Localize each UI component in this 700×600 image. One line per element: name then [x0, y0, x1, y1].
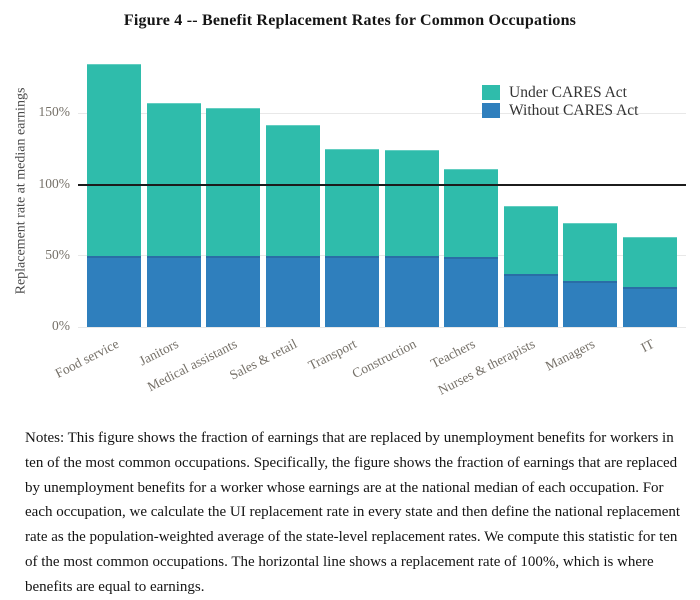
legend-swatch-under-cares: [482, 85, 500, 100]
y-tick-label-100: 100%: [38, 175, 71, 191]
chart-area: Replacement rate at median earnings Food…: [13, 55, 686, 398]
bar-transport: [325, 55, 379, 327]
segment-without-cares: [146, 255, 201, 327]
x-tick-label-sales-retail: Sales & retail: [227, 336, 300, 383]
plot-area: Food service Janitors Medical assistants Sa…: [52, 55, 686, 398]
legend-swatch-without-cares: [482, 103, 500, 118]
segment-without-cares: [206, 255, 260, 327]
bar-medical-assistants: [206, 55, 260, 327]
segment-without-cares: [384, 255, 439, 327]
x-axis: Food service Janitors Medical assistants Sa…: [52, 327, 686, 437]
bar-managers: [563, 55, 617, 327]
legend-label-under-cares: Under CARES Act: [509, 84, 627, 101]
segment-without-cares: [563, 281, 617, 327]
bar-it: [622, 55, 677, 327]
x-tick-label-construction: Construction: [349, 336, 419, 382]
segment-without-cares: [87, 255, 141, 327]
gridline-150: [78, 112, 686, 114]
segment-without-cares: [503, 274, 558, 327]
bar-nurses-therapists: [503, 55, 558, 327]
bar-construction: [384, 55, 439, 327]
bar-sales-retail: [265, 55, 320, 327]
y-tick-label-50: 50%: [45, 246, 70, 262]
gridline-50: [78, 255, 686, 257]
y-tick-label-150: 150%: [38, 104, 71, 120]
legend-item-without-cares: Without CARES Act: [482, 102, 638, 119]
segment-without-cares: [444, 257, 498, 327]
legend: Under CARES Act Without CARES Act: [482, 84, 638, 120]
segment-without-cares: [265, 255, 320, 327]
x-tick-label-it: IT: [638, 336, 657, 356]
y-tick-label-0: 0%: [52, 318, 70, 333]
x-tick-label-managers: Managers: [542, 336, 597, 374]
bar-food-service: [87, 55, 141, 327]
x-tick-label-janitors: Janitors: [136, 336, 181, 369]
legend-label-without-cares: Without CARES Act: [509, 102, 639, 119]
x-tick-label-food-service: Food service: [52, 336, 121, 381]
figure-notes: Notes: This figure shows the fraction of…: [25, 430, 681, 595]
legend-item-under-cares: Under CARES Act: [482, 84, 638, 101]
figure-title: Figure 4 -- Benefit Replacement Rates fo…: [123, 12, 577, 29]
reference-line-100pct: [78, 183, 686, 186]
bar-teachers: [444, 55, 498, 327]
segment-without-cares: [622, 287, 677, 327]
gridline-0: [78, 326, 686, 328]
segment-without-cares: [325, 255, 379, 327]
bar-janitors: [146, 55, 201, 327]
